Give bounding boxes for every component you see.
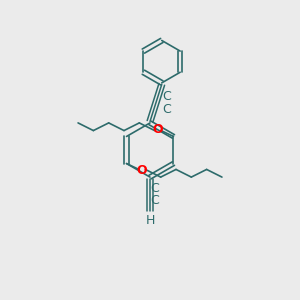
Text: O: O [136, 164, 147, 176]
Text: C: C [150, 194, 159, 207]
Text: C: C [162, 103, 171, 116]
Text: C: C [150, 182, 159, 195]
Text: H: H [145, 214, 155, 227]
Text: C: C [162, 90, 171, 103]
Text: O: O [153, 124, 164, 136]
